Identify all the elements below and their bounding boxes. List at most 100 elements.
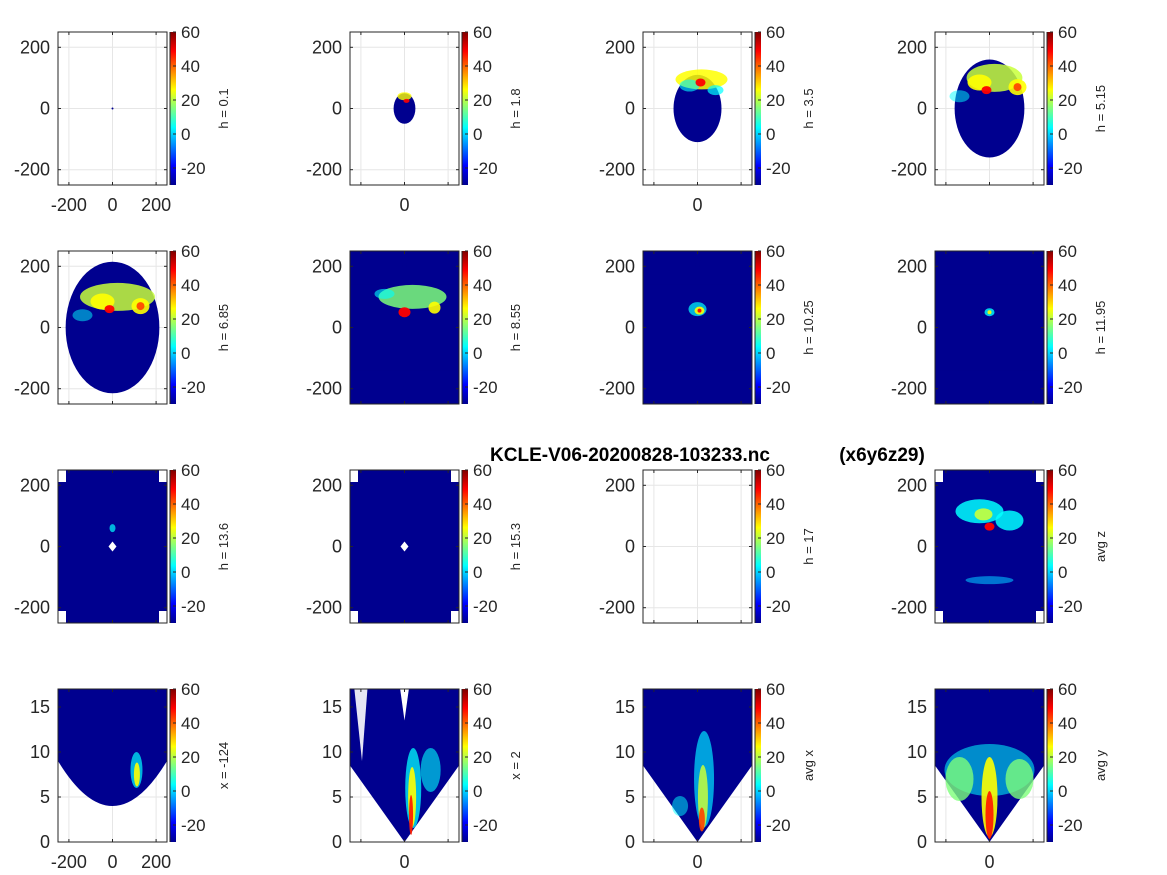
colorbar-tick-label: -20 (473, 816, 498, 835)
colorbar-label: x = -124 (216, 742, 231, 789)
tick-marks (58, 689, 167, 843)
y-tick-label: 0 (332, 537, 342, 557)
colorbar-tick-label: -20 (473, 159, 498, 178)
colorbar: 60 40 20 0 -20 h = 13.6 (169, 461, 231, 623)
reflectivity-field (935, 470, 1044, 623)
y-tick-label: -200 (14, 160, 50, 180)
x-tick-label: 0 (692, 195, 702, 215)
colorbar-label: h = 1.8 (508, 88, 523, 128)
tick-marks (935, 251, 1044, 404)
colorbar-tick-label: 60 (766, 680, 785, 699)
reflectivity-field (111, 107, 114, 110)
y-tick-label: 10 (30, 742, 50, 762)
tick-marks (935, 470, 1044, 623)
y-tick-label: 0 (625, 318, 635, 338)
x-tick-label: 0 (984, 852, 994, 872)
grid-lines (643, 470, 752, 623)
reflectivity-field (350, 251, 459, 404)
colorbar-label: avg y (1093, 749, 1108, 781)
colorbar-label: h = 10.25 (801, 300, 816, 355)
colorbar: 60 40 20 0 -20 avg x (754, 680, 816, 842)
colorbar-label: h = 11.95 (1093, 301, 1108, 355)
y-tick-label: 200 (20, 256, 50, 276)
tick-marks (58, 32, 167, 185)
colorbar-tick-label: 40 (473, 57, 492, 76)
reflectivity-field (350, 470, 459, 623)
y-tick-label: 200 (605, 475, 635, 495)
colorbar: 60 40 20 0 -20 avg z (1046, 461, 1108, 623)
tick-marks (935, 689, 1044, 843)
colorbar-tick-label: 0 (766, 563, 775, 582)
x-tick-label: 0 (107, 852, 117, 872)
y-tick-label: -200 (891, 160, 927, 180)
colorbar-tick-label: 60 (1058, 680, 1077, 699)
y-tick-label: 0 (625, 537, 635, 557)
colorbar-tick-label: 20 (766, 529, 785, 548)
x-tick-label: 0 (399, 195, 409, 215)
y-tick-label: -200 (599, 160, 635, 180)
colorbar: 60 40 20 0 -20 h = 11.95 (1046, 242, 1108, 404)
colorbar-label: x = 2 (508, 751, 523, 780)
colorbar-tick-label: 0 (181, 344, 190, 363)
y-tick-label: 15 (907, 697, 927, 717)
colorbar-tick-label: -20 (181, 816, 206, 835)
colorbar-tick-label: 40 (1058, 714, 1077, 733)
colorbar-tick-label: 20 (766, 91, 785, 110)
colorbar-tick-label: 0 (766, 125, 775, 144)
colorbar-tick-label: 20 (1058, 748, 1077, 767)
subplot-14: 15 10 5 0 0 60 40 20 0 -20 avg x (615, 680, 816, 872)
colorbar-label: h = 15.3 (508, 523, 523, 570)
x-tick-label: 0 (107, 195, 117, 215)
colorbar-tick-label: 60 (766, 461, 785, 480)
figure-title-file: KCLE-V06-20200828-103233.nc (490, 445, 770, 466)
colorbar-tick-label: -20 (766, 378, 791, 397)
colorbar-tick-label: -20 (766, 597, 791, 616)
y-tick-label: -200 (599, 379, 635, 399)
y-tick-label: 0 (40, 99, 50, 119)
y-tick-label: 0 (917, 99, 927, 119)
colorbar-tick-label: 60 (473, 242, 492, 261)
x-tick-label: 0 (692, 852, 702, 872)
colorbar-tick-label: 40 (766, 57, 785, 76)
colorbar-tick-label: 60 (181, 23, 200, 42)
reflectivity-field (673, 69, 728, 143)
reflectivity-field (350, 689, 459, 842)
y-tick-label: 200 (605, 37, 635, 57)
colorbar-tick-label: 0 (473, 563, 482, 582)
tick-marks (350, 470, 459, 623)
colorbar-tick-label: 40 (181, 276, 200, 295)
colorbar-tick-label: 60 (766, 23, 785, 42)
colorbar-tick-label: 60 (473, 461, 492, 480)
colorbar: 60 40 20 0 -20 h = 10.25 (754, 242, 816, 404)
colorbar-tick-label: -20 (1058, 159, 1083, 178)
figure-title-grid: (x6y6z29) (839, 445, 925, 466)
y-tick-label: 200 (605, 256, 635, 276)
x-tick-label: -200 (51, 852, 87, 872)
colorbar-tick-label: -20 (473, 597, 498, 616)
y-tick-label: 15 (615, 697, 635, 717)
colorbar-label: h = 13.6 (216, 523, 231, 570)
colorbar-tick-label: 60 (181, 461, 200, 480)
tick-marks (643, 689, 752, 843)
colorbar-tick-label: 0 (1058, 782, 1067, 801)
x-tick-label: 0 (399, 852, 409, 872)
colorbar: 60 40 20 0 -20 x = 2 (461, 680, 523, 842)
colorbar-tick-label: 0 (1058, 125, 1067, 144)
colorbar-label: h = 0.1 (216, 88, 231, 128)
colorbar-tick-label: 60 (1058, 461, 1077, 480)
y-tick-label: 0 (332, 99, 342, 119)
colorbar-tick-label: 20 (473, 91, 492, 110)
y-tick-label: 10 (907, 742, 927, 762)
tick-marks (350, 32, 459, 185)
colorbar-tick-label: 40 (181, 714, 200, 733)
y-tick-label: -200 (14, 379, 50, 399)
colorbar-tick-label: -20 (1058, 597, 1083, 616)
colorbar-tick-label: 60 (473, 23, 492, 42)
reflectivity-field (643, 251, 752, 404)
tick-marks (935, 32, 1044, 185)
y-tick-label: -200 (891, 598, 927, 618)
